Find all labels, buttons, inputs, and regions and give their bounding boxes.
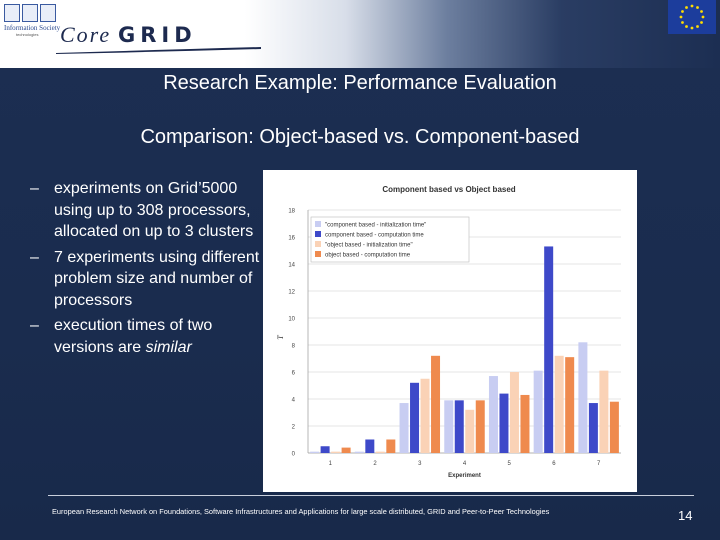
legend-swatch <box>315 231 321 237</box>
bar <box>454 400 464 453</box>
y-tick-label: 6 <box>292 371 296 377</box>
bar <box>444 400 454 453</box>
y-tick-label: 12 <box>288 290 295 296</box>
bar <box>520 394 530 453</box>
x-tick-label: 2 <box>373 461 377 467</box>
bar <box>386 439 396 453</box>
legend-swatch <box>315 251 321 257</box>
legend-entry: object based - computation time <box>325 253 411 259</box>
bar <box>578 342 588 453</box>
bar <box>431 355 441 453</box>
is-logo-line1: Information Society <box>4 24 61 32</box>
emphasis-similar: similar <box>145 338 192 356</box>
legend-entry: "component based - initialization time" <box>325 223 426 229</box>
bullet-list: – experiments on Grid’5000 using up to 3… <box>30 178 260 362</box>
bar <box>331 451 341 453</box>
bar <box>399 403 409 453</box>
slide-subtitle: Comparison: Object-based vs. Component-b… <box>140 126 580 148</box>
bar <box>341 447 351 453</box>
y-tick-label: 10 <box>288 317 295 323</box>
bar <box>554 355 564 453</box>
bar <box>420 378 430 453</box>
y-tick-label: 16 <box>288 236 295 242</box>
bar-chart: Component based vs Object based024681012… <box>276 185 621 479</box>
bar <box>544 246 554 453</box>
slide-title: Research Example: Performance Evaluation <box>163 72 557 94</box>
information-society-logo: Information Society technologies <box>4 4 61 42</box>
page-number: 14 <box>678 508 693 523</box>
logo-core-text: Core <box>60 22 112 47</box>
chart-panel: Component based vs Object based 0 2 4 6 8 10 12… <box>263 170 637 492</box>
y-tick-label: 8 <box>292 344 296 350</box>
bar <box>310 451 320 453</box>
chart-title: Component based vs Object based <box>382 185 515 194</box>
legend-entry: component based - computation time <box>325 233 424 239</box>
is-logo-line2: technologies <box>16 32 39 37</box>
legend-swatch <box>315 221 321 227</box>
bullet-item: – experiments on Grid’5000 using up to 3… <box>30 180 254 240</box>
bar <box>354 451 364 453</box>
header-bar: Information Society technologies Core GR… <box>0 0 720 68</box>
footer-text: European Research Network on Foundations… <box>52 507 550 516</box>
bar <box>465 409 475 453</box>
x-tick-label: 1 <box>329 461 333 467</box>
bar <box>533 370 543 453</box>
x-tick-label: 3 <box>418 461 422 467</box>
x-tick-label: 6 <box>552 461 556 467</box>
bar <box>488 376 498 453</box>
y-tick-label: 18 <box>288 209 295 215</box>
bullet-item: – execution times of two versions are si… <box>30 317 213 356</box>
bar <box>499 393 509 453</box>
y-axis-label: T <box>276 335 285 340</box>
bar <box>410 382 420 453</box>
bar <box>475 400 485 453</box>
bar <box>509 372 519 453</box>
bar <box>565 357 575 453</box>
legend-box <box>310 216 470 263</box>
logo-swoosh <box>56 47 261 54</box>
x-tick-label: 7 <box>597 461 601 467</box>
x-tick-label: 4 <box>463 461 467 467</box>
bar <box>599 370 609 453</box>
x-axis-label: Experiment <box>448 473 481 479</box>
bar <box>588 403 598 453</box>
y-tick-label: 14 <box>288 263 295 269</box>
y-tick-label: 4 <box>292 398 296 404</box>
legend-entry: "object based - initialization time" <box>325 243 413 249</box>
bar <box>375 451 385 453</box>
bar <box>320 446 330 453</box>
eu-flag-icon <box>668 0 716 34</box>
coregrid-logo: Core GRID <box>56 18 266 54</box>
bar <box>365 439 375 453</box>
x-tick-label: 5 <box>508 461 512 467</box>
y-tick-label: 0 <box>292 452 296 458</box>
footer-divider <box>48 495 694 496</box>
bullet-item: – 7 experiments using different problem … <box>30 248 260 309</box>
legend-swatch <box>315 241 321 247</box>
logo-grid-text: GRID <box>118 23 197 47</box>
y-tick-label: 2 <box>292 425 296 431</box>
bar <box>609 401 619 453</box>
